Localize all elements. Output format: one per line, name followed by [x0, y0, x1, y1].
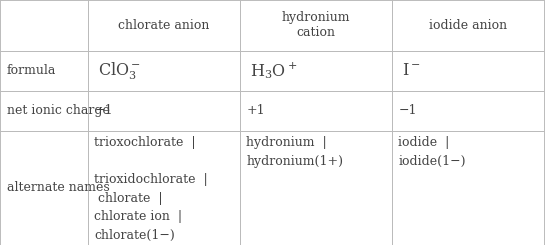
- Text: −1: −1: [398, 104, 417, 117]
- Text: hydronium  |
hydronium(1+): hydronium | hydronium(1+): [246, 136, 344, 168]
- Text: trioxochlorate  |

trioxidochlorate  |
 chlorate  |
chlorate ion  |
chlorate(1−): trioxochlorate | trioxidochlorate | chlo…: [94, 136, 208, 242]
- Text: net ionic charge: net ionic charge: [7, 104, 109, 117]
- Text: alternate names: alternate names: [7, 181, 109, 195]
- Text: $\mathregular{H_3O^+}$: $\mathregular{H_3O^+}$: [250, 61, 297, 81]
- Text: chlorate anion: chlorate anion: [118, 19, 209, 32]
- Text: +1: +1: [246, 104, 265, 117]
- Text: iodide  |
iodide(1−): iodide | iodide(1−): [398, 136, 466, 168]
- Text: hydronium
cation: hydronium cation: [281, 12, 350, 39]
- Text: $\mathregular{I^-}$: $\mathregular{I^-}$: [402, 62, 421, 79]
- Text: −1: −1: [94, 104, 113, 117]
- Text: formula: formula: [7, 64, 56, 77]
- Text: iodide anion: iodide anion: [429, 19, 507, 32]
- Text: $\mathregular{ClO_3^-}$: $\mathregular{ClO_3^-}$: [98, 60, 140, 82]
